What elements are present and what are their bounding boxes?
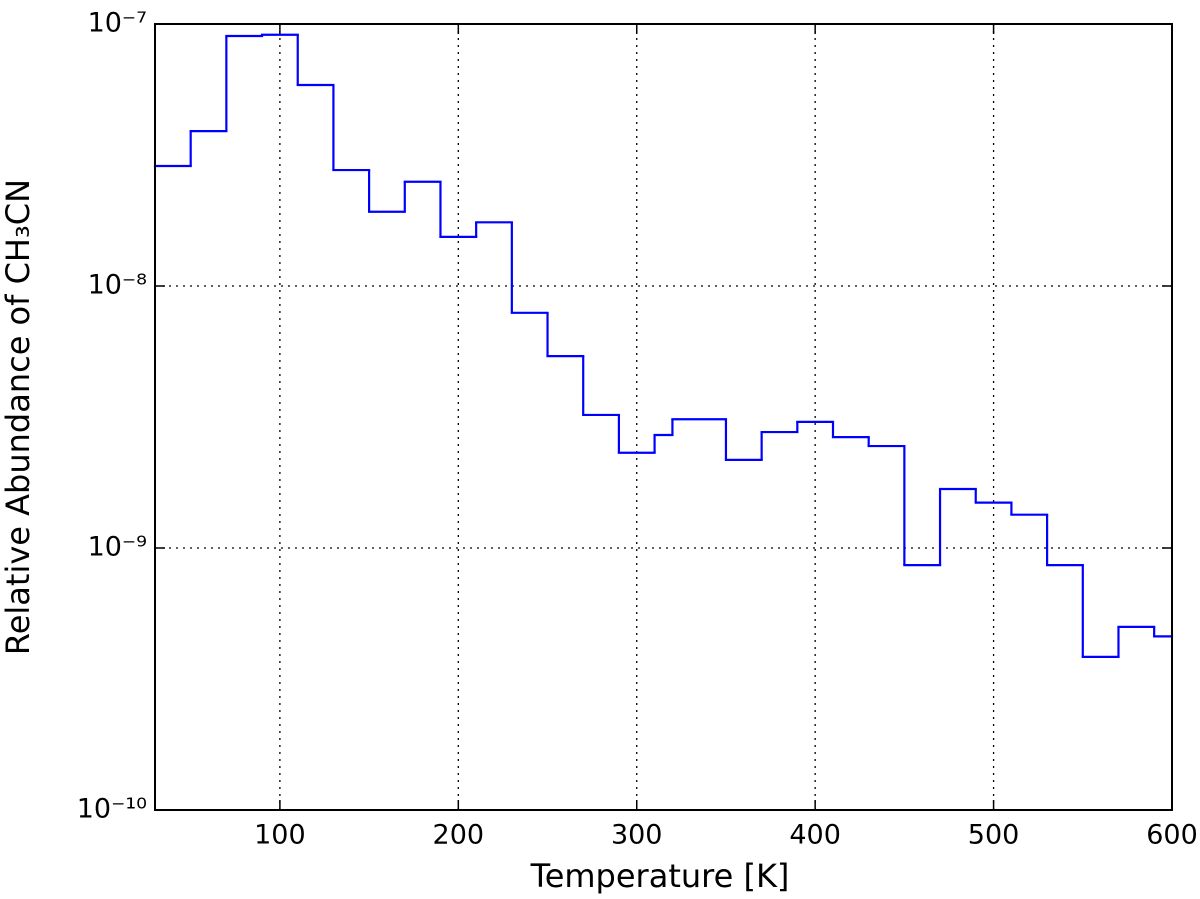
x-tick-label: 500	[968, 820, 1020, 851]
y-tick-label: 10⁻⁸	[88, 270, 147, 301]
x-tick-label: 600	[1146, 820, 1198, 851]
x-tick-label: 400	[789, 820, 841, 851]
y-tick-label: 10⁻¹⁰	[77, 794, 147, 825]
x-tick-label: 100	[254, 820, 306, 851]
x-tick-label: 300	[611, 820, 663, 851]
y-axis-label: Relative Abundance of CH₃CN	[0, 179, 37, 655]
y-tick-label: 10⁻⁷	[88, 8, 147, 39]
y-tick-label: 10⁻⁹	[88, 532, 147, 563]
plot-frame	[154, 23, 1173, 811]
x-tick-label: 200	[433, 820, 485, 851]
x-axis-label: Temperature [K]	[530, 857, 790, 895]
